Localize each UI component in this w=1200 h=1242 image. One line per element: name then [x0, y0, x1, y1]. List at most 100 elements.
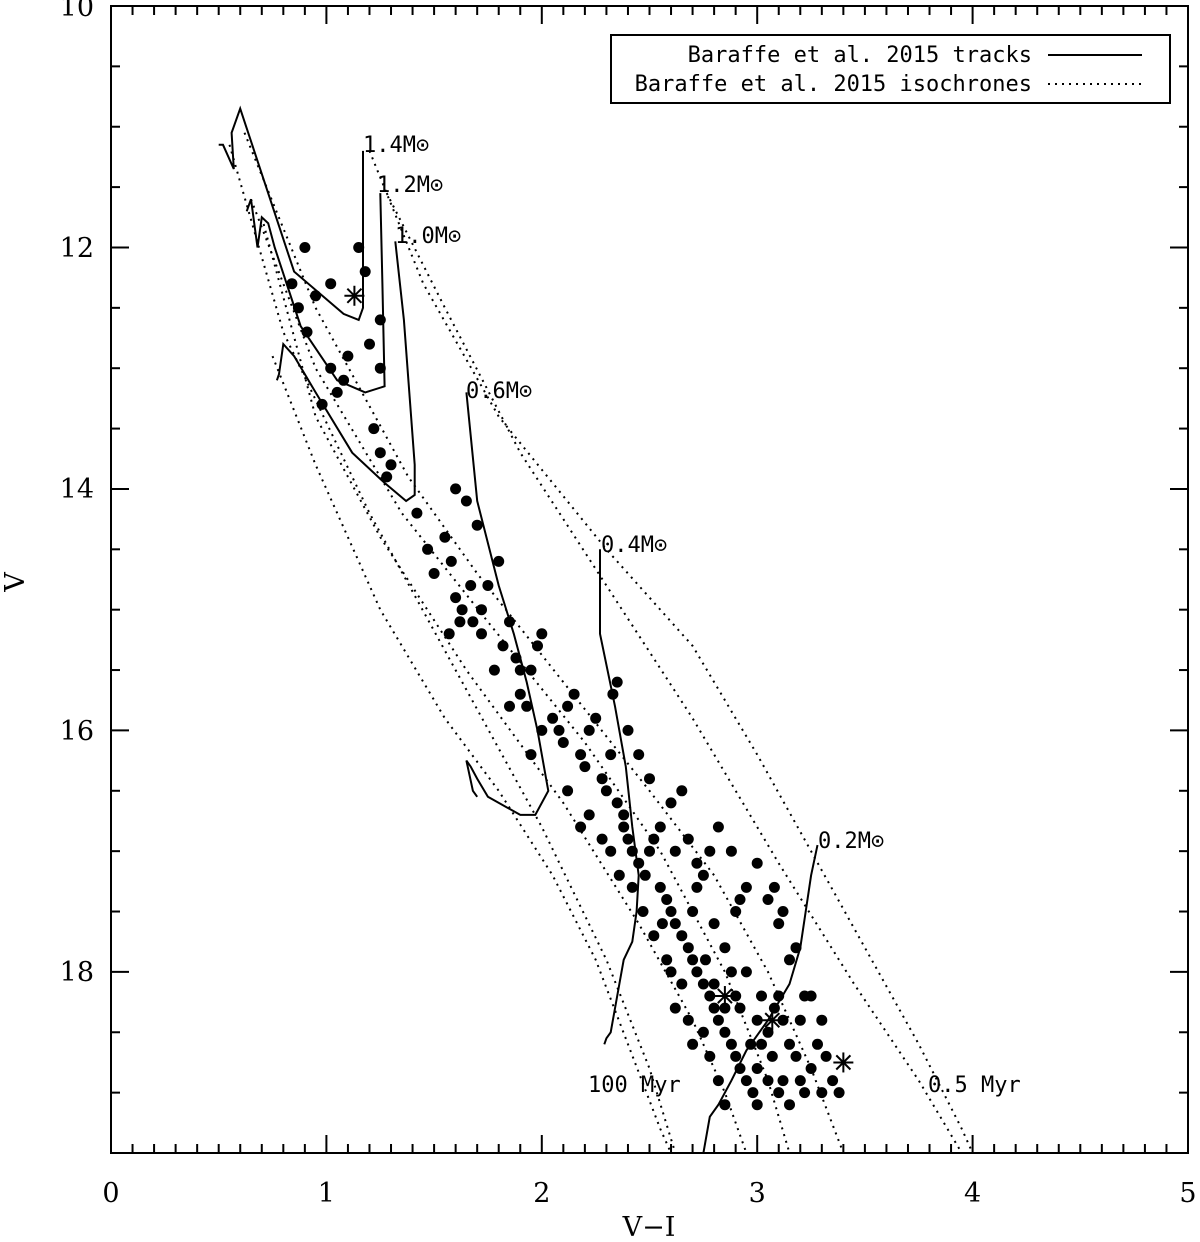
star-point: [504, 616, 515, 628]
track-label-0.2: 0.2M⊙: [818, 829, 884, 854]
star-point: [460, 495, 472, 507]
star-point: [725, 1038, 737, 1050]
star-point: [784, 1099, 795, 1111]
star-point: [562, 700, 574, 712]
star-point: [613, 869, 625, 881]
star-point: [740, 881, 752, 893]
star-point: [644, 845, 655, 857]
star-point: [374, 362, 386, 374]
star-point: [626, 881, 638, 893]
star-point: [745, 1038, 757, 1050]
star-point: [766, 1050, 778, 1062]
star-point: [338, 374, 350, 386]
star-point: [773, 990, 785, 1002]
star-point: [299, 242, 311, 253]
plot-frame: [110, 5, 1189, 1154]
star-point: [325, 278, 337, 290]
star-point: [381, 471, 393, 483]
star-point: [637, 906, 649, 917]
star-point: [316, 398, 328, 410]
star-point: [504, 700, 515, 712]
star-point: [669, 918, 681, 930]
star-point: [607, 688, 619, 700]
star-point: [575, 821, 587, 833]
star-point: [353, 242, 365, 253]
asterisk-markers: [344, 285, 854, 1073]
legend: Baraffe et al. 2015 tracks Baraffe et al…: [610, 34, 1171, 104]
star-point: [730, 1050, 742, 1062]
x-axis-title: V−I: [622, 1212, 676, 1242]
star-point: [751, 857, 763, 869]
star-point: [700, 954, 711, 966]
y-tick-label-18: 18: [60, 957, 94, 988]
star-point: [725, 966, 737, 978]
star-point: [557, 737, 569, 748]
isochrone-line-3: [250, 198, 791, 1153]
star-point: [665, 906, 677, 917]
star-point: [656, 918, 668, 930]
star-point: [682, 833, 694, 845]
star-point: [482, 580, 494, 591]
star-point: [719, 1026, 731, 1038]
star-point: [682, 1014, 694, 1026]
star-point: [618, 821, 630, 833]
track-line-0.2: [702, 844, 819, 1153]
star-point: [467, 616, 479, 628]
star-point: [374, 314, 386, 326]
star-point: [756, 990, 767, 1002]
star-point: [450, 592, 462, 604]
star-point: [697, 1026, 709, 1038]
star-point: [568, 688, 580, 700]
star-point: [734, 1063, 746, 1074]
y-tick-label-16: 16: [60, 716, 94, 747]
star-point: [488, 664, 500, 676]
track-label-1.2: 1.2M⊙: [377, 173, 443, 198]
star-point: [708, 918, 720, 930]
star-point: [596, 833, 608, 845]
star-point: [579, 761, 591, 773]
star-point: [583, 809, 595, 821]
star-point: [816, 1087, 828, 1099]
star-point: [450, 483, 462, 495]
star-point: [665, 966, 677, 978]
star-point: [719, 1099, 731, 1111]
star-point: [691, 857, 703, 869]
star-point: [669, 845, 681, 857]
star-point: [704, 845, 716, 857]
star-point: [422, 543, 434, 555]
isochrones: [228, 132, 974, 1153]
star-point: [439, 531, 451, 543]
star-point: [784, 954, 795, 966]
isochrone-line-2: [243, 132, 845, 1153]
star-point: [719, 942, 731, 954]
isochrone-line-4: [260, 217, 748, 1153]
star-point: [286, 278, 298, 290]
star-point: [611, 676, 623, 688]
star-point: [790, 1050, 802, 1062]
isochrone-labels: 100 Myr 0.5 Myr: [588, 1073, 1021, 1098]
star-point: [756, 1038, 767, 1050]
star-point: [583, 724, 595, 736]
star-point: [547, 712, 559, 724]
star-point: [331, 386, 343, 398]
star-point: [532, 640, 543, 652]
star-point: [794, 1014, 806, 1026]
asterisk-marker: [762, 1010, 783, 1031]
star-point: [708, 978, 720, 990]
star-point: [648, 930, 660, 942]
star-point: [794, 1075, 806, 1087]
star-point: [553, 724, 565, 736]
star-point: [605, 845, 617, 857]
star-point: [648, 833, 660, 845]
star-point: [734, 894, 746, 905]
star-point: [525, 664, 537, 676]
star-point: [374, 447, 386, 459]
star-point: [359, 266, 371, 278]
star-point: [622, 833, 634, 845]
axis-ticks: [110, 5, 1189, 1154]
star-point: [510, 652, 522, 664]
x-tick-label-3: 3: [749, 1178, 766, 1209]
star-point: [768, 1002, 780, 1014]
star-point: [751, 1014, 763, 1026]
